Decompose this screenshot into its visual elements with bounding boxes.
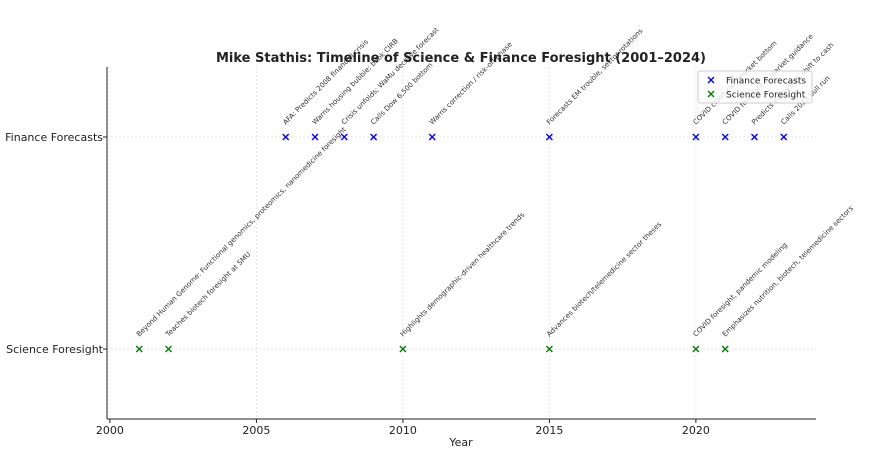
legend-marker [707,90,715,98]
point [370,133,378,141]
legend-label: Finance Forecasts [726,77,806,87]
annotation: Calls Dow 6,500 bottom [369,61,434,126]
point [721,133,729,141]
point [399,345,407,353]
point [311,133,319,141]
point-marker [545,133,553,141]
point-marker [750,133,758,141]
point-marker [340,133,348,141]
point-marker [692,133,700,141]
x-tick-label: 2005 [242,424,270,437]
point-marker [311,133,319,141]
point [282,133,290,141]
point-marker [428,133,436,141]
annotation: Forecasts EM trouble, sector rotations [545,27,645,127]
x-tick-label: 2000 [96,424,124,437]
point [135,345,143,353]
annotation: Advances biotech/telemedicine sector the… [545,220,663,338]
y-tick-label: Science Foresight [6,343,104,356]
point [750,133,758,141]
x-tick-label: 2015 [535,424,563,437]
point [780,133,788,141]
point-marker [370,133,378,141]
point [340,133,348,141]
point-marker [780,133,788,141]
point [721,345,729,353]
point [545,133,553,141]
chart-title: Mike Stathis: Timeline of Science & Fina… [216,51,706,66]
point [545,345,553,353]
annotation: Emphasizes nutrition, biotech, telemedic… [721,204,855,338]
annotation: Beyond Human Genome: Functional genomics… [135,125,348,338]
point [692,345,700,353]
point [428,133,436,141]
x-tick-label: 2020 [682,424,710,437]
point [692,133,700,141]
point-marker [282,133,290,141]
x-tick-label: 2010 [389,424,417,437]
point-marker [692,345,700,353]
legend: Finance Forecasts Science Foresight [697,70,813,104]
point-marker [165,345,173,353]
point-marker [721,133,729,141]
legend-marker [707,76,715,84]
point-marker [545,345,553,353]
point-marker [721,345,729,353]
legend-box [697,70,813,104]
point-marker [135,345,143,353]
y-tick-label: Finance Forecasts [5,131,103,144]
legend-label: Science Foresight [726,91,806,101]
x-axis-label: Year [448,436,473,449]
point [165,345,173,353]
annotation: Highlights demographic-driven healthcare… [399,211,527,339]
point-marker [399,345,407,353]
